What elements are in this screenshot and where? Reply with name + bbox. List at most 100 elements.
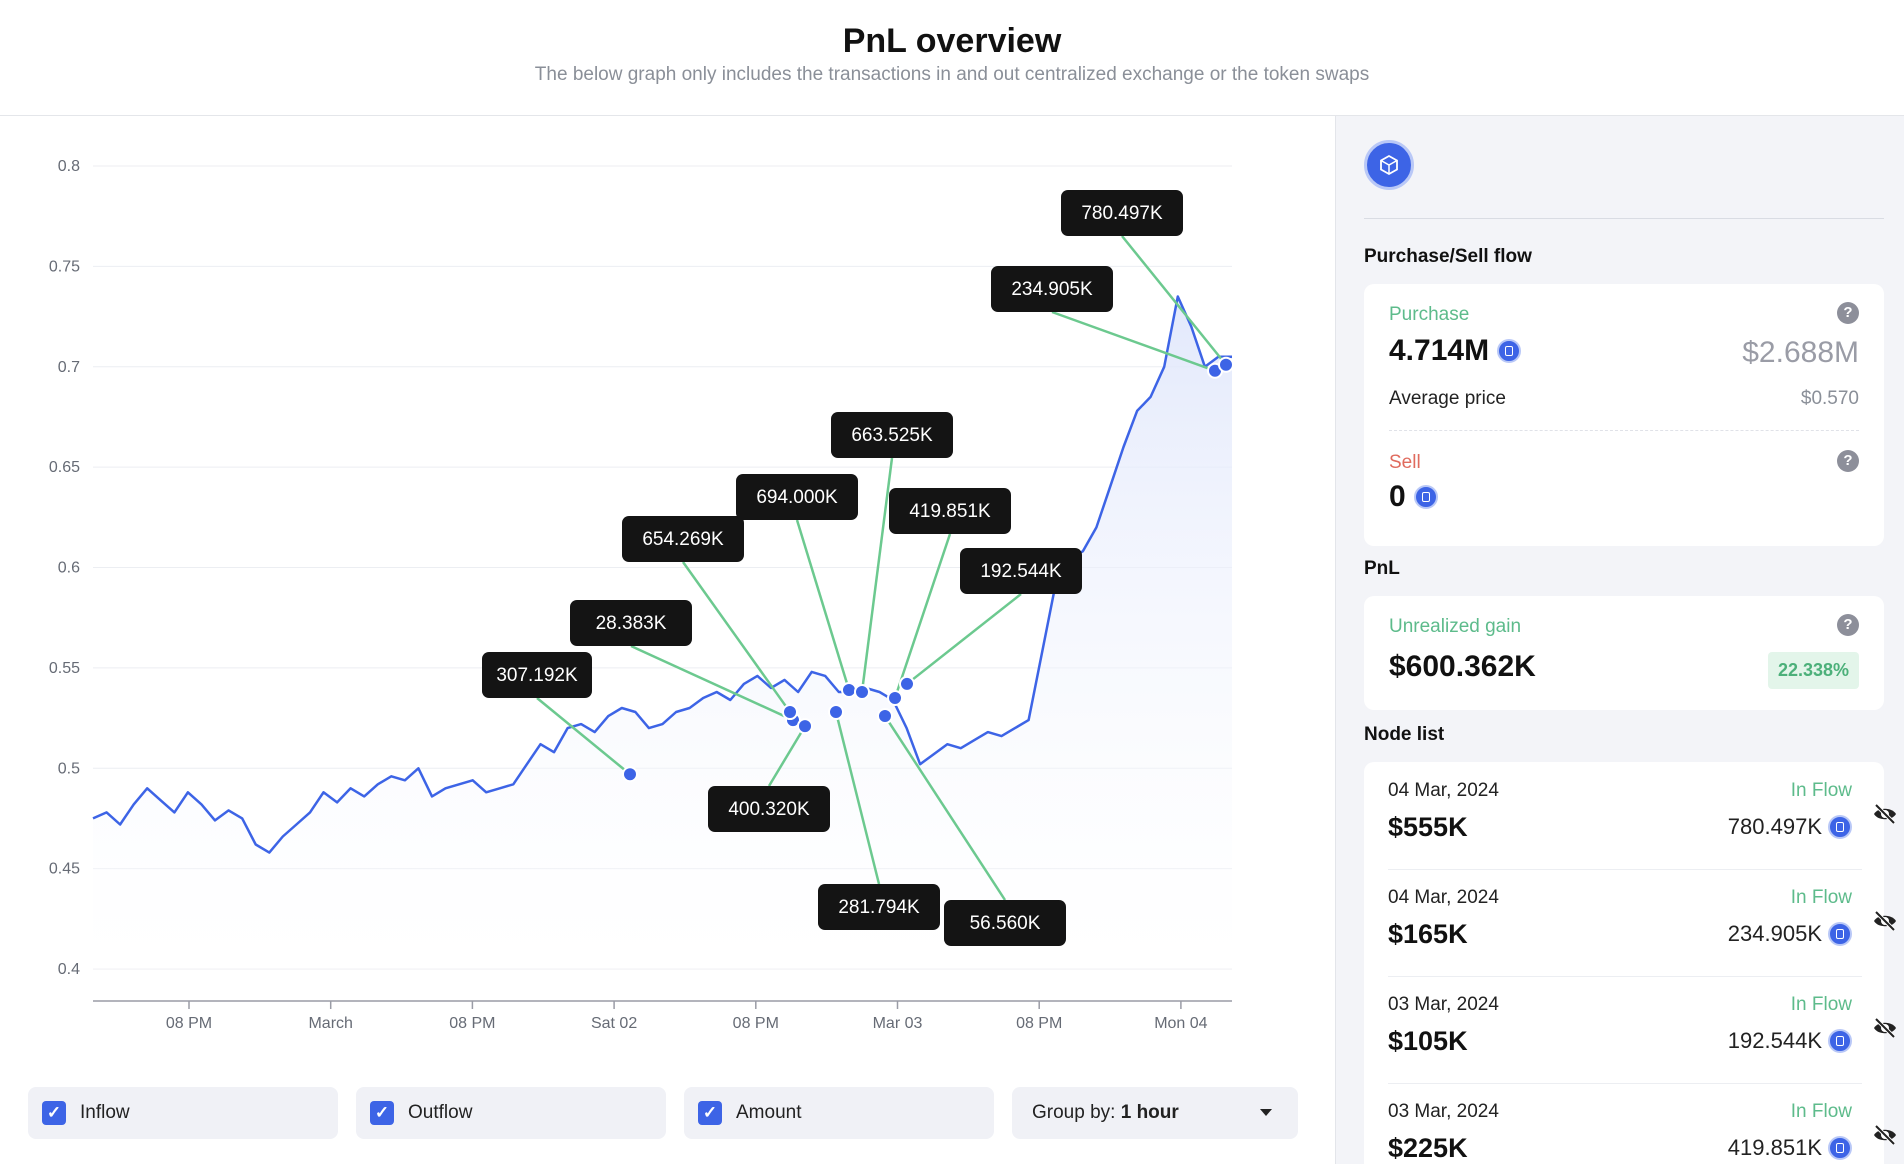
node-list-item: 04 Mar, 2024 $555K In Flow 780.497K bbox=[1388, 762, 1896, 870]
y-tick-label: 0.6 bbox=[58, 560, 80, 577]
pnl-title: PnL bbox=[1364, 558, 1400, 579]
callout-label: 663.525K bbox=[851, 425, 933, 446]
eye-slash-icon[interactable] bbox=[1872, 909, 1898, 933]
node-amount-row: 192.544K bbox=[1728, 1028, 1852, 1054]
x-tick-label: Mar 03 bbox=[873, 1015, 923, 1032]
callout-box bbox=[889, 488, 1011, 534]
card-divider bbox=[1389, 430, 1859, 431]
node-date: 03 Mar, 2024 bbox=[1388, 1101, 1499, 1122]
sidebar-divider bbox=[1364, 218, 1884, 219]
callout-connector bbox=[767, 725, 807, 787]
callout-connector bbox=[893, 533, 952, 699]
callout-connector bbox=[906, 593, 1022, 685]
average-price-label: Average price bbox=[1389, 388, 1506, 409]
node-amount: 419.851K bbox=[1727, 1135, 1822, 1160]
callout-connector bbox=[883, 715, 1007, 901]
x-tick-label: March bbox=[308, 1015, 352, 1032]
callout-box bbox=[736, 474, 858, 520]
page-title: PnL overview bbox=[842, 22, 1062, 60]
inflow-node-point bbox=[841, 681, 857, 698]
outflow-label: Outflow bbox=[408, 1102, 473, 1123]
help-icon[interactable]: ? bbox=[1837, 302, 1859, 324]
y-tick-label: 0.8 bbox=[58, 158, 80, 175]
pnl-card: Unrealized gain ? $600.362K 22.338% bbox=[1364, 596, 1884, 710]
caret-down-icon bbox=[1260, 1109, 1272, 1116]
outflow-checkbox[interactable]: ✓ bbox=[370, 1101, 394, 1125]
y-tick-label: 0.55 bbox=[49, 660, 80, 677]
callout-connector bbox=[1051, 310, 1216, 372]
callout-box bbox=[831, 412, 953, 458]
inflow-node-point bbox=[828, 704, 844, 721]
token-coin-icon bbox=[1828, 1029, 1852, 1053]
callout-box bbox=[482, 652, 592, 698]
callout-label: 694.000K bbox=[756, 487, 838, 508]
average-price-value: $0.570 bbox=[1800, 388, 1859, 409]
amount-checkbox[interactable]: ✓ bbox=[698, 1101, 722, 1125]
inflow-node-point bbox=[782, 704, 798, 721]
node-date: 03 Mar, 2024 bbox=[1388, 994, 1499, 1015]
node-amount-row: 234.905K bbox=[1728, 921, 1852, 947]
callout-connector bbox=[630, 644, 794, 722]
callout-label: 400.320K bbox=[728, 799, 810, 820]
sell-amount-row: 0 bbox=[1389, 480, 1438, 514]
node-flow: In Flow bbox=[1790, 887, 1852, 908]
node-amount: 780.497K bbox=[1727, 814, 1822, 839]
group-by-select[interactable]: Group by: 1 hour bbox=[1012, 1087, 1298, 1139]
token-coin-icon bbox=[1828, 922, 1852, 946]
x-tick-label: 08 PM bbox=[166, 1015, 212, 1032]
callout-connector bbox=[536, 697, 631, 776]
pnl-chart: 0.8 0.75 0.7 0.65 0.6 0.55 0.5 0.45 0.4 08 PM Marc… bbox=[0, 116, 1335, 1164]
callout-label: 192.544K bbox=[980, 561, 1062, 582]
callout-connector bbox=[860, 457, 894, 693]
outflow-toggle[interactable]: ✓ Outflow bbox=[356, 1087, 666, 1139]
callout-box bbox=[944, 900, 1066, 946]
callout-box bbox=[991, 266, 1113, 312]
group-by-value: 1 hour bbox=[1120, 1102, 1179, 1123]
inflow-node-point bbox=[622, 766, 638, 783]
inflow-checkbox[interactable]: ✓ bbox=[42, 1101, 66, 1125]
x-tick-label: 08 PM bbox=[449, 1015, 495, 1032]
callout-box bbox=[960, 548, 1082, 594]
purchase-amount-row: 4.714M bbox=[1389, 334, 1522, 368]
amount-toggle[interactable]: ✓ Amount bbox=[684, 1087, 994, 1139]
help-icon[interactable]: ? bbox=[1837, 450, 1859, 472]
eye-slash-icon[interactable] bbox=[1872, 802, 1898, 826]
pnl-chart-svg: 0.8 0.75 0.7 0.65 0.6 0.55 0.5 0.45 0.4 08 PM Marc… bbox=[49, 158, 1234, 1032]
y-tick-label: 0.65 bbox=[49, 459, 80, 476]
y-tick-label: 0.4 bbox=[58, 961, 80, 978]
page-subtitle: The below graph only includes the transa… bbox=[534, 64, 1370, 85]
x-tick-label: Mon 04 bbox=[1154, 1015, 1207, 1032]
purchase-amount: 4.714M bbox=[1389, 334, 1490, 367]
inflow-node-point bbox=[887, 689, 903, 706]
callout-box bbox=[1061, 190, 1183, 236]
eye-slash-icon[interactable] bbox=[1872, 1123, 1898, 1147]
purchase-sell-title: Purchase/Sell flow bbox=[1364, 246, 1532, 267]
group-by-label: Group by: 1 hour bbox=[1032, 1102, 1179, 1123]
callout-label: 56.560K bbox=[970, 913, 1041, 934]
callout-label: 654.269K bbox=[642, 529, 724, 550]
inflow-toggle[interactable]: ✓ Inflow bbox=[28, 1087, 338, 1139]
node-list-item: 03 Mar, 2024 $105K In Flow 192.544K bbox=[1388, 976, 1896, 1084]
callout-label: 419.851K bbox=[909, 501, 991, 522]
node-amount: 192.544K bbox=[1727, 1028, 1822, 1053]
token-sidebar: Purchase/Sell flow Purchase ? 4.714M $2.… bbox=[1335, 116, 1904, 1164]
purchase-sell-card: Purchase ? 4.714M $2.688M Average price … bbox=[1364, 284, 1884, 546]
callout-box bbox=[818, 884, 940, 930]
y-tick-label: 0.75 bbox=[49, 258, 80, 275]
node-usd: $165K bbox=[1388, 919, 1468, 949]
node-amount: 234.905K bbox=[1727, 921, 1822, 946]
node-list-item: 04 Mar, 2024 $165K In Flow 234.905K bbox=[1388, 869, 1896, 977]
eye-slash-icon[interactable] bbox=[1872, 1016, 1898, 1040]
help-icon[interactable]: ? bbox=[1837, 614, 1859, 636]
inflow-node-point bbox=[854, 683, 870, 700]
y-tick-label: 0.5 bbox=[58, 760, 80, 777]
node-date: 04 Mar, 2024 bbox=[1388, 887, 1499, 908]
node-list-item: 03 Mar, 2024 $225K In Flow 419.851K bbox=[1388, 1083, 1896, 1164]
sell-label: Sell bbox=[1389, 452, 1421, 473]
x-tick-label: 08 PM bbox=[733, 1015, 779, 1032]
callout-connector bbox=[834, 711, 881, 885]
x-tick-label: 08 PM bbox=[1016, 1015, 1062, 1032]
y-tick-label: 0.7 bbox=[58, 359, 80, 376]
callout-box bbox=[708, 786, 830, 832]
token-coin-icon bbox=[1828, 815, 1852, 839]
